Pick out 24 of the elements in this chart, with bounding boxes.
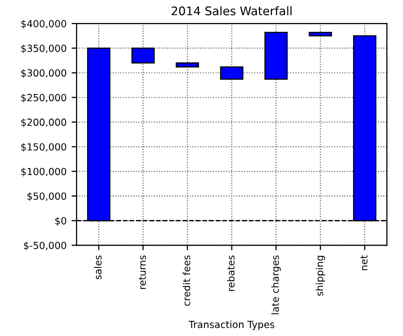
x-tick-label: shipping (316, 256, 326, 296)
y-tick-label: $250,000 (21, 94, 66, 103)
x-tick-label: net (360, 255, 368, 270)
y-tick-label: $350,000 (21, 44, 66, 54)
x-tick-label: sales (94, 255, 102, 280)
x-tick-label: returns (138, 255, 146, 289)
chart-title: 2014 Sales Waterfall (172, 6, 292, 16)
x-tick-label: credit fees (182, 255, 190, 306)
x-tick-label: late charges (271, 255, 281, 314)
bar (131, 48, 155, 64)
y-tick-label: $400,000 (21, 20, 66, 29)
x-tick-label: rebates (227, 255, 235, 291)
y-tick-label: $300,000 (21, 69, 66, 78)
bar (264, 32, 288, 80)
bar (176, 62, 200, 68)
y-tick-label: $0 (55, 216, 66, 226)
y-tick-label: $150,000 (21, 143, 66, 152)
y-tick-label: $100,000 (21, 168, 66, 176)
bar (308, 32, 332, 36)
y-tick-label: $50,000 (27, 192, 66, 202)
y-tick-label: $200,000 (21, 118, 66, 128)
y-tick-label: $-50,000 (24, 242, 66, 250)
x-axis-title: Transaction Types (188, 320, 274, 330)
bar (220, 66, 244, 80)
